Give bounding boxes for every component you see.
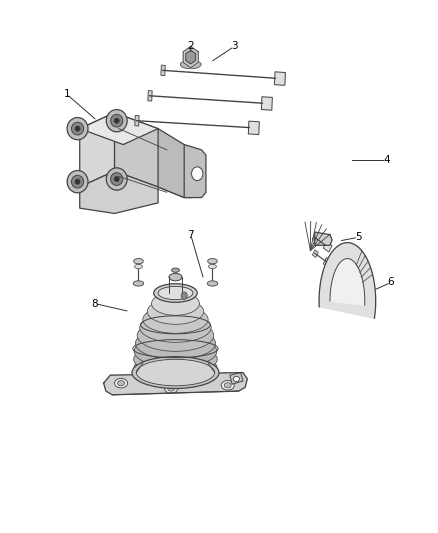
- Ellipse shape: [221, 381, 234, 390]
- Text: 4: 4: [383, 156, 390, 165]
- Text: 6: 6: [388, 277, 394, 287]
- Ellipse shape: [106, 168, 127, 190]
- Ellipse shape: [134, 335, 217, 367]
- Polygon shape: [261, 96, 272, 110]
- Ellipse shape: [114, 176, 119, 182]
- Text: 5: 5: [355, 232, 362, 243]
- Polygon shape: [312, 234, 318, 241]
- Text: 2: 2: [187, 42, 194, 52]
- Ellipse shape: [143, 306, 208, 333]
- Ellipse shape: [106, 110, 127, 132]
- Ellipse shape: [136, 359, 215, 386]
- Ellipse shape: [71, 122, 84, 135]
- Polygon shape: [158, 128, 193, 198]
- Ellipse shape: [115, 378, 127, 388]
- Polygon shape: [184, 144, 206, 198]
- Ellipse shape: [71, 175, 84, 188]
- Polygon shape: [148, 91, 152, 101]
- Ellipse shape: [140, 313, 211, 342]
- Text: 7: 7: [187, 230, 194, 240]
- Ellipse shape: [67, 117, 88, 140]
- Ellipse shape: [207, 281, 218, 286]
- Polygon shape: [323, 257, 332, 268]
- Ellipse shape: [111, 173, 123, 185]
- Polygon shape: [319, 243, 376, 318]
- Ellipse shape: [172, 268, 180, 272]
- Ellipse shape: [111, 114, 123, 127]
- Text: 1: 1: [64, 89, 70, 99]
- Ellipse shape: [134, 264, 142, 269]
- Ellipse shape: [134, 259, 143, 264]
- Ellipse shape: [152, 292, 199, 316]
- Polygon shape: [248, 121, 259, 134]
- Polygon shape: [104, 373, 247, 395]
- Ellipse shape: [208, 264, 216, 269]
- Ellipse shape: [134, 354, 217, 381]
- Polygon shape: [312, 250, 318, 257]
- Ellipse shape: [158, 286, 193, 300]
- Polygon shape: [80, 113, 115, 187]
- Ellipse shape: [135, 327, 215, 359]
- Polygon shape: [186, 50, 196, 64]
- Polygon shape: [330, 259, 365, 305]
- Polygon shape: [80, 171, 158, 214]
- Ellipse shape: [154, 284, 197, 302]
- Polygon shape: [274, 72, 286, 85]
- Ellipse shape: [168, 386, 175, 391]
- Ellipse shape: [147, 299, 204, 324]
- Text: 3: 3: [231, 42, 237, 52]
- Ellipse shape: [165, 384, 178, 393]
- Polygon shape: [315, 232, 332, 245]
- Ellipse shape: [233, 376, 240, 382]
- Ellipse shape: [136, 365, 215, 386]
- Text: 8: 8: [92, 298, 98, 309]
- Ellipse shape: [180, 60, 201, 69]
- Ellipse shape: [169, 273, 182, 281]
- Ellipse shape: [75, 179, 80, 184]
- Polygon shape: [161, 65, 165, 76]
- Ellipse shape: [117, 381, 124, 386]
- Ellipse shape: [134, 344, 217, 374]
- Polygon shape: [230, 373, 243, 384]
- Ellipse shape: [133, 281, 144, 286]
- Polygon shape: [115, 113, 184, 198]
- Ellipse shape: [114, 118, 119, 123]
- Polygon shape: [323, 241, 332, 252]
- Polygon shape: [183, 46, 198, 68]
- Circle shape: [191, 167, 203, 181]
- Ellipse shape: [75, 126, 80, 131]
- Ellipse shape: [137, 319, 214, 351]
- Circle shape: [181, 292, 187, 300]
- Ellipse shape: [67, 171, 88, 193]
- Ellipse shape: [208, 259, 217, 264]
- Polygon shape: [135, 116, 139, 126]
- Polygon shape: [80, 113, 158, 144]
- Ellipse shape: [224, 383, 231, 388]
- Ellipse shape: [132, 357, 219, 389]
